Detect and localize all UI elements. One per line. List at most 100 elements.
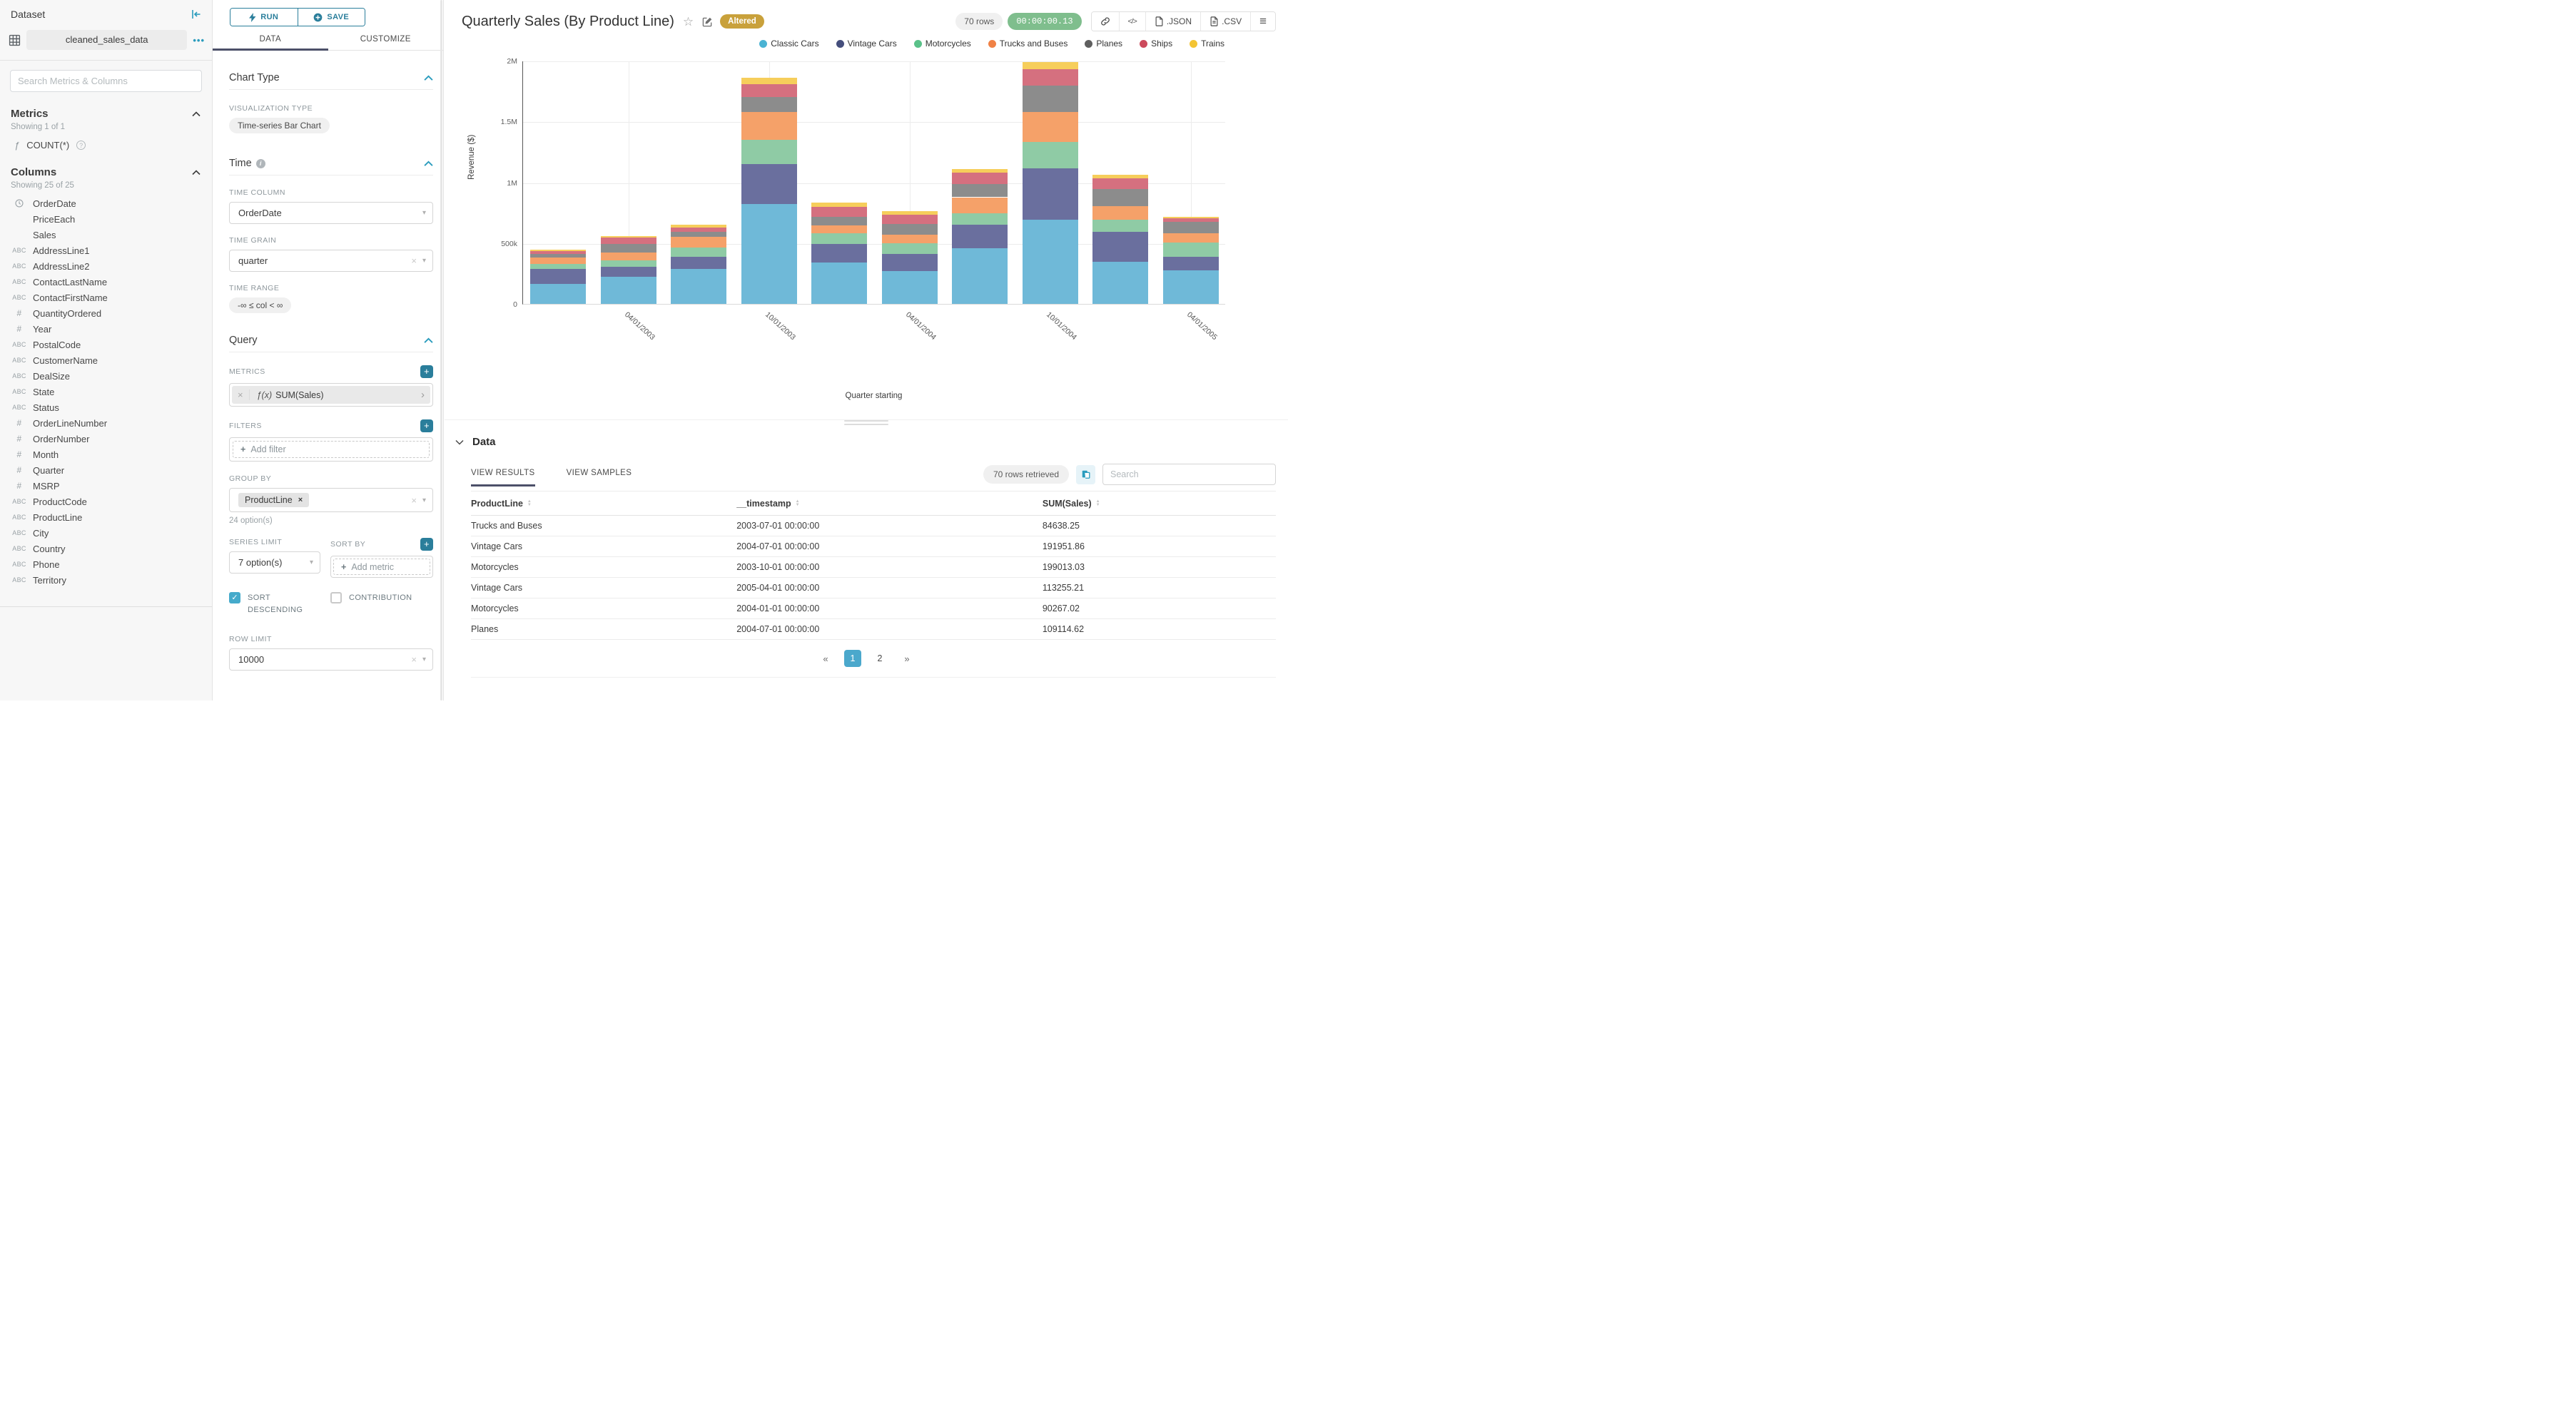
bar-segment[interactable] (530, 283, 587, 304)
bar-segment[interactable] (952, 213, 1008, 225)
legend-item-trains[interactable]: Trains (1190, 39, 1224, 49)
bar-10-01-2004[interactable] (1022, 61, 1078, 304)
collapse-panel-icon[interactable] (191, 9, 202, 20)
altered-badge[interactable]: Altered (720, 14, 764, 29)
bar-segment[interactable] (881, 210, 938, 215)
bar-segment[interactable] (1022, 61, 1078, 69)
column-item[interactable]: PriceEach (0, 211, 212, 227)
column-header[interactable]: ProductLine ▲ ▼ (471, 498, 532, 509)
column-item[interactable]: ABC CustomerName (0, 352, 212, 368)
bar-segment[interactable] (671, 268, 727, 304)
bar-segment[interactable] (1162, 218, 1219, 222)
bar-segment[interactable] (881, 254, 938, 271)
bar-segment[interactable] (600, 253, 656, 261)
run-button[interactable]: RUN (230, 9, 298, 26)
column-item[interactable]: OrderDate (0, 195, 212, 211)
chevron-right-icon[interactable]: › (421, 389, 425, 401)
column-item[interactable]: ABC Status (0, 399, 212, 415)
bar-segment[interactable] (671, 225, 727, 228)
bar-segment[interactable] (1022, 85, 1078, 112)
bar-segment[interactable] (1162, 270, 1219, 304)
bar-04-01-2005[interactable] (1162, 216, 1219, 304)
copy-link-button[interactable] (1091, 12, 1119, 31)
column-item[interactable]: # QuantityOrdered (0, 305, 212, 321)
add-metric-button[interactable]: + (420, 365, 433, 378)
column-header[interactable]: __timestamp ▲ ▼ (736, 498, 800, 509)
bar-segment[interactable] (1162, 233, 1219, 243)
column-item[interactable]: ABC Territory (0, 572, 212, 588)
results-search-input[interactable] (1102, 464, 1276, 485)
column-item[interactable]: ABC ProductLine (0, 509, 212, 525)
bar-segment[interactable] (1092, 178, 1149, 189)
bar-01-01-2005[interactable] (1092, 174, 1149, 304)
bar-segment[interactable] (1092, 188, 1149, 206)
bar-segment[interactable] (741, 163, 797, 205)
bar-07-01-2004[interactable] (952, 168, 1008, 304)
column-item[interactable]: ABC DealSize (0, 368, 212, 384)
column-item[interactable]: # Quarter (0, 462, 212, 478)
column-item[interactable]: ABC Phone (0, 556, 212, 572)
bar-segment[interactable] (1162, 221, 1219, 233)
bar-segment[interactable] (881, 243, 938, 255)
bar-segment[interactable] (952, 248, 1008, 304)
export-json-button[interactable]: .JSON (1145, 12, 1201, 31)
chevron-up-icon[interactable] (424, 74, 433, 81)
legend-item-trucks-and-buses[interactable]: Trucks and Buses (988, 39, 1068, 49)
bar-segment[interactable] (600, 244, 656, 253)
column-item[interactable]: # Year (0, 321, 212, 337)
bar-segment[interactable] (1022, 142, 1078, 168)
tab-data[interactable]: DATA (213, 35, 328, 51)
bar-segment[interactable] (881, 270, 938, 304)
add-sort-metric-button[interactable]: + (420, 538, 433, 551)
remove-chip-icon[interactable]: × (298, 496, 303, 504)
tab-customize[interactable]: CUSTOMIZE (360, 35, 411, 44)
pagination-page-2[interactable]: 2 (877, 653, 883, 663)
bar-segment[interactable] (1092, 232, 1149, 262)
bar-01-01-2003[interactable] (530, 250, 587, 304)
edit-icon[interactable] (702, 16, 713, 27)
bar-segment[interactable] (881, 234, 938, 243)
visualization-type-value[interactable]: Time-series Bar Chart (229, 118, 330, 133)
bar-segment[interactable] (952, 183, 1008, 198)
legend-item-classic-cars[interactable]: Classic Cars (759, 39, 819, 49)
bar-segment[interactable] (741, 204, 797, 304)
bar-segment[interactable] (1022, 111, 1078, 143)
column-item[interactable]: ABC State (0, 384, 212, 399)
column-item[interactable]: ABC City (0, 525, 212, 541)
pagination-next[interactable]: » (904, 653, 910, 664)
bar-segment[interactable] (741, 140, 797, 164)
bar-segment[interactable] (671, 247, 727, 258)
time-column-select[interactable]: OrderDate ▾ (229, 202, 433, 224)
bar-segment[interactable] (952, 224, 1008, 248)
bar-segment[interactable] (1092, 174, 1149, 178)
bar-segment[interactable] (811, 225, 868, 234)
dataset-selector[interactable]: cleaned_sales_data (26, 30, 188, 50)
bar-segment[interactable] (811, 244, 868, 263)
row-limit-select[interactable]: 10000 × ▾ (229, 648, 433, 671)
bar-segment[interactable] (741, 111, 797, 140)
group-by-select[interactable]: ProductLine × × ▾ (229, 488, 433, 512)
clear-icon[interactable]: × (411, 494, 417, 506)
save-button[interactable]: SAVE (297, 9, 365, 26)
bar-segment[interactable] (952, 168, 1008, 173)
bar-10-01-2003[interactable] (741, 78, 797, 304)
pagination-page-1[interactable]: 1 (844, 650, 861, 667)
chevron-up-icon[interactable] (424, 337, 433, 344)
search-metrics-columns-input[interactable] (10, 70, 202, 92)
bar-segment[interactable] (1162, 242, 1219, 258)
series-limit-select[interactable]: 7 option(s) ▾ (229, 551, 320, 574)
sort-descending-checkbox[interactable]: ✓ (229, 592, 240, 603)
add-filter-dropzone[interactable]: + Add filter (233, 441, 430, 458)
metric-item[interactable]: ƒ COUNT(*) ? (0, 131, 212, 151)
bar-segment[interactable] (530, 250, 587, 255)
bar-segment[interactable] (530, 263, 587, 270)
bar-segment[interactable] (1092, 261, 1149, 304)
collapse-results-icon[interactable] (455, 439, 464, 445)
group-by-chip[interactable]: ProductLine × (238, 493, 310, 507)
dataset-options-icon[interactable]: ••• (193, 34, 205, 46)
scrollbar[interactable] (440, 0, 442, 700)
time-grain-select[interactable]: quarter × ▾ (229, 250, 433, 272)
column-item[interactable]: ABC ContactFirstName (0, 290, 212, 305)
embed-code-button[interactable]: </> (1118, 12, 1145, 31)
sort-icon[interactable]: ▲ ▼ (527, 499, 532, 507)
